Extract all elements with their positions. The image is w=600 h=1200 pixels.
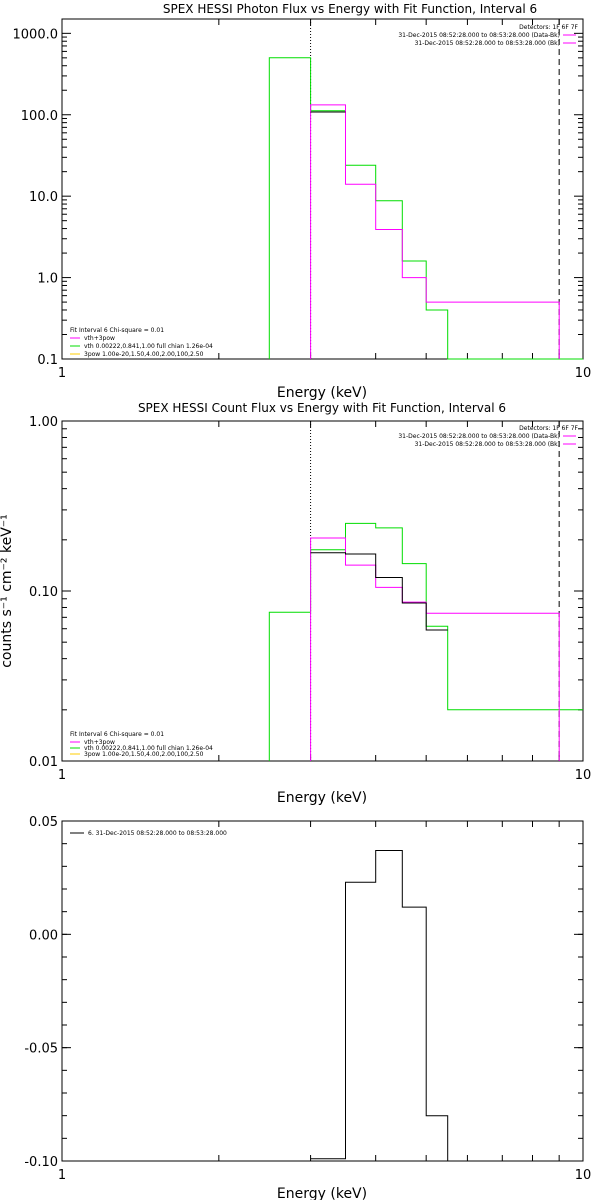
info-line: Detectors: 1F 6F 7F xyxy=(519,24,578,31)
info-line: 31-Dec-2015 08:52:28.000 to 08:53:28.000… xyxy=(415,40,560,47)
y-tick-label: 0.05 xyxy=(29,815,58,830)
residual-series-line xyxy=(310,850,486,1162)
legend-entry: 3pow 1.00e-20,1.50,4.00,2.00,100,2.50 xyxy=(84,351,204,358)
legend-entry: vth 0.00222,0.841,1.00 full chian 1.26e-… xyxy=(84,745,213,752)
info-line: 31-Dec-2015 08:52:28.000 to 08:53:28.000… xyxy=(398,32,560,39)
chart-title: SPEX HESSI Photon Flux vs Energy with Fi… xyxy=(163,2,537,16)
count-flux-panel: SPEX HESSI Count Flux vs Energy with Fit… xyxy=(0,401,591,806)
x-tick-label: 10 xyxy=(575,366,592,381)
x-tick-label: 1 xyxy=(58,768,66,783)
info-line: Detectors: 1F 6F 7F xyxy=(519,425,578,432)
legend-entry: vth 0.00222,0.841,1.00 full chian 1.26e-… xyxy=(84,343,213,350)
info-line: 31-Dec-2015 08:52:28.000 to 08:53:28.000… xyxy=(415,441,560,448)
legend-entry: 3pow 1.00e-20,1.50,4.00,2.00,100,2.50 xyxy=(84,751,204,758)
y-tick-label: -0.05 xyxy=(24,1042,58,1057)
y-tick-label: 1.0 xyxy=(37,272,58,287)
y-tick-label: 0.1 xyxy=(37,353,58,368)
x-axis-label: Energy (keV) xyxy=(277,385,367,401)
legend-entry: 6. 31-Dec-2015 08:52:28.000 to 08:53:28.… xyxy=(88,830,227,837)
axis-ticks: 1.00 0.10 0.011 10 xyxy=(29,415,591,783)
axis-ticks: 1000.0 100.0 10.0 1.0 0.11 10 xyxy=(13,19,592,381)
data-series-line xyxy=(310,104,560,359)
data-series-line xyxy=(310,537,560,761)
plot-frame xyxy=(61,18,584,360)
y-tick-label: 1000.0 xyxy=(13,27,59,42)
photon-flux-panel: SPEX HESSI Photon Flux vs Energy with Fi… xyxy=(13,2,592,401)
x-tick-label: 1 xyxy=(58,366,66,381)
y-tick-label: -0.10 xyxy=(24,1155,58,1170)
series-group xyxy=(268,522,583,761)
total-series-line xyxy=(310,552,448,631)
legend: 6. 31-Dec-2015 08:52:28.000 to 08:53:28.… xyxy=(70,830,227,837)
plot-frame xyxy=(61,820,584,1162)
y-tick-label: 0.10 xyxy=(29,585,58,600)
chart-title: SPEX HESSI Count Flux vs Energy with Fit… xyxy=(138,401,506,415)
y-tick-label: 0.00 xyxy=(29,928,58,943)
y-axis-label: counts s⁻¹ cm⁻² keV⁻¹ xyxy=(0,514,15,668)
x-tick-label: 1 xyxy=(58,1168,66,1183)
x-axis-label: Energy (keV) xyxy=(277,790,367,806)
axis-ticks: 0.05 0.00 -0.05 -0.101 10 xyxy=(24,815,591,1183)
residuals-panel: Energy (keV) 0.05 0.00 -0.05 -0.101 10 6. 31… xyxy=(24,815,591,1200)
y-tick-label: 1.00 xyxy=(29,415,58,430)
x-axis-label: Energy (keV) xyxy=(277,1186,367,1200)
y-tick-label: 100.0 xyxy=(21,109,58,124)
series-group xyxy=(268,57,583,360)
legend-entry: vth+3pow xyxy=(84,739,115,746)
y-tick-label: 10.0 xyxy=(29,190,58,205)
series-group xyxy=(310,850,486,1162)
info-line: 31-Dec-2015 08:52:28.000 to 08:53:28.000… xyxy=(398,433,560,440)
top-right-info: Detectors: 1F 6F 7F 31-Dec-2015 08:52:28… xyxy=(398,425,578,448)
vth-series-line xyxy=(268,57,583,360)
y-tick-label: 0.01 xyxy=(29,755,58,770)
legend-header: Fit Interval 6 Chi-square = 0.01 xyxy=(70,327,164,334)
x-tick-label: 10 xyxy=(575,768,592,783)
legend: Fit Interval 6 Chi-square = 0.01 vth+3po… xyxy=(70,327,213,358)
reference-lines xyxy=(310,19,560,359)
x-tick-label: 10 xyxy=(575,1168,592,1183)
legend-header: Fit Interval 6 Chi-square = 0.01 xyxy=(70,731,164,738)
vth-series-line xyxy=(268,522,583,761)
legend-entry: vth+3pow xyxy=(84,335,115,342)
legend: Fit Interval 6 Chi-square = 0.01 vth+3po… xyxy=(70,731,213,758)
top-right-info: Detectors: 1F 6F 7F 31-Dec-2015 08:52:28… xyxy=(398,24,578,47)
